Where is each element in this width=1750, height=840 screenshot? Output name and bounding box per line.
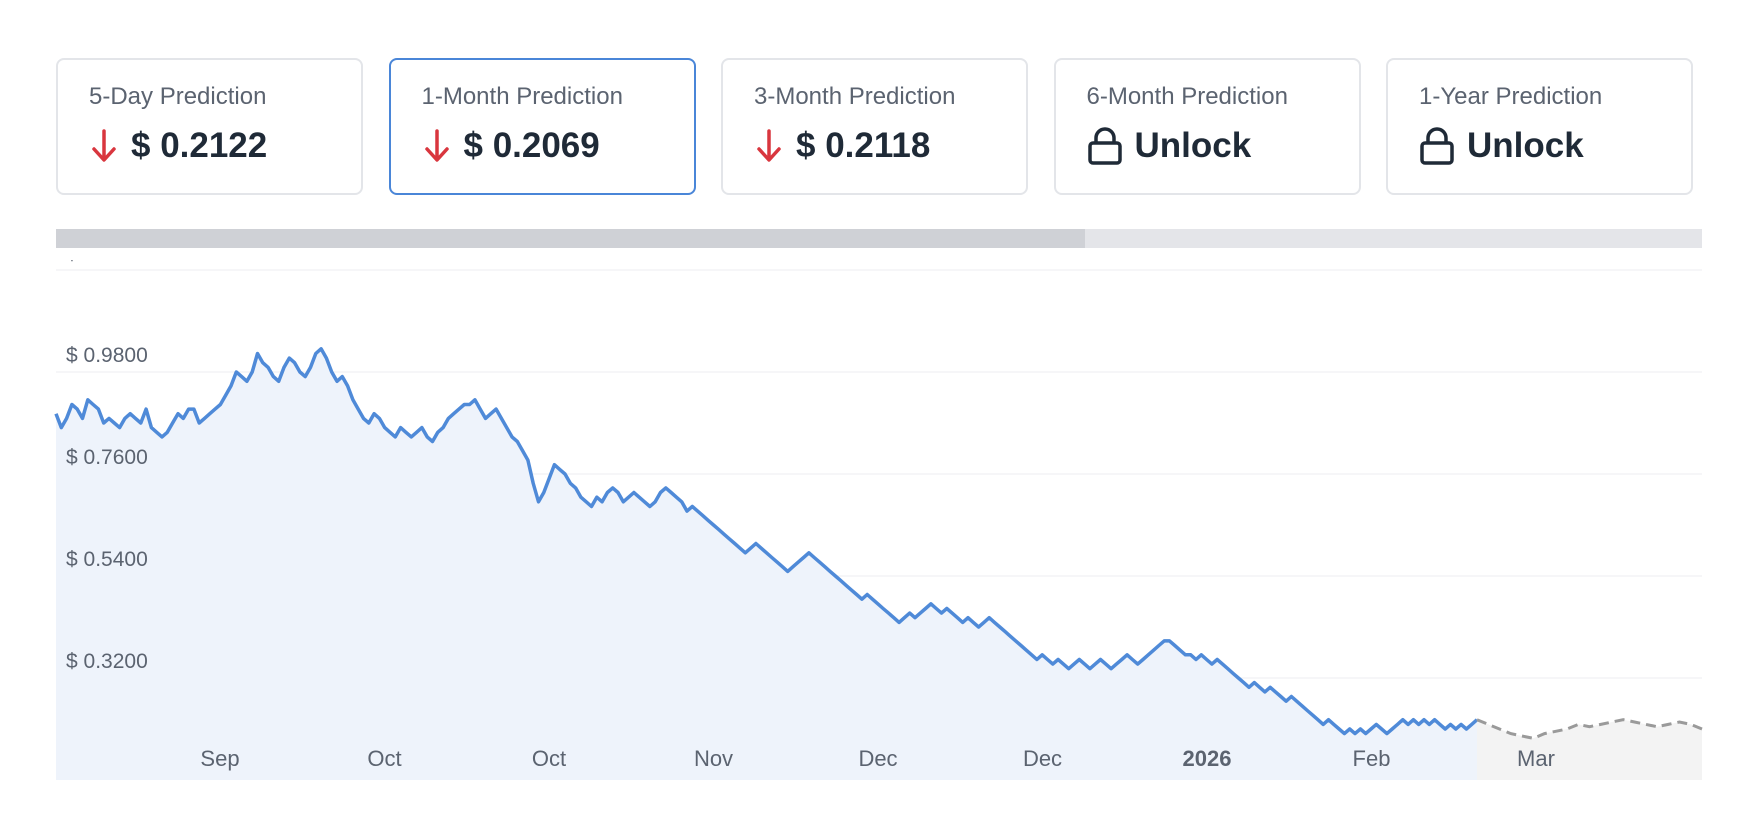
lock-icon [1087, 126, 1123, 166]
historical-area [56, 348, 1477, 780]
prediction-value-row: Unlock [1419, 126, 1691, 166]
prediction-label: 1-Year Prediction [1419, 83, 1603, 110]
prediction-value: $ 0.2122 [131, 126, 268, 165]
x-tick-label: Oct [367, 746, 401, 771]
prediction-card-5-day[interactable]: 5-Day Prediction $ 0.2122 [56, 58, 363, 195]
x-tick-label: Dec [1023, 746, 1062, 771]
prediction-card-1-year[interactable]: 1-Year Prediction Unlock [1386, 58, 1693, 195]
historical-price-line [54, 347, 1479, 736]
y-axis-ticks: $ 1.20 $ 0.9800 $ 0.7600 $ 0.5400 $ 0.3200 [66, 260, 148, 673]
prediction-value-row: Unlock [1087, 126, 1359, 166]
arrow-down-icon [754, 126, 784, 166]
prediction-label: 6-Month Prediction [1086, 83, 1288, 110]
y-tick-label: $ 1.20 [66, 260, 124, 265]
range-selector-handle[interactable] [56, 229, 1085, 248]
prediction-label: 3-Month Prediction [754, 83, 956, 110]
prediction-value-row: $ 0.2118 [754, 126, 1026, 166]
prediction-card-3-month[interactable]: 3-Month Prediction $ 0.2118 [721, 58, 1028, 195]
x-tick-label: 2026 [1183, 746, 1232, 771]
y-tick-label: $ 0.3200 [66, 650, 148, 673]
y-tick-label: $ 0.5400 [66, 548, 148, 571]
prediction-card-1-month[interactable]: 1-Month Prediction $ 0.2069 [388, 58, 696, 195]
forecast-price-line [1476, 718, 1703, 740]
arrow-down-icon [422, 126, 452, 166]
x-tick-label: Mar [1517, 746, 1555, 771]
y-tick-label: $ 0.9800 [66, 344, 148, 367]
lock-icon [1419, 126, 1455, 166]
x-tick-label: Nov [694, 746, 733, 771]
y-tick-label: $ 0.7600 [66, 446, 148, 469]
prediction-label: 5-Day Prediction [89, 83, 267, 110]
prediction-value-row: $ 0.2069 [422, 126, 694, 166]
x-tick-label: Sep [200, 746, 239, 771]
price-chart: $ 1.20 $ 0.9800 $ 0.7600 $ 0.5400 $ 0.3200 S… [54, 260, 1703, 780]
arrow-down-icon [89, 126, 119, 166]
prediction-cards: 5-Day Prediction $ 0.2122 1-Month Predic… [56, 58, 1693, 199]
x-tick-label: Oct [532, 746, 566, 771]
x-tick-label: Feb [1353, 746, 1391, 771]
x-tick-label: Dec [858, 746, 897, 771]
range-selector[interactable] [56, 229, 1702, 248]
prediction-value: $ 0.2069 [463, 126, 600, 165]
prediction-card-6-month[interactable]: 6-Month Prediction Unlock [1053, 58, 1361, 195]
forecast-area [1477, 719, 1702, 780]
prediction-label: 1-Month Prediction [421, 83, 623, 110]
prediction-value: $ 0.2118 [796, 126, 931, 165]
unlock-value: Unlock [1467, 126, 1584, 165]
prediction-value-row: $ 0.2122 [89, 126, 361, 166]
unlock-value: Unlock [1134, 126, 1252, 165]
x-axis-ticks: Sep Oct Oct Nov Dec Dec 2026 Feb Mar [200, 746, 1555, 771]
